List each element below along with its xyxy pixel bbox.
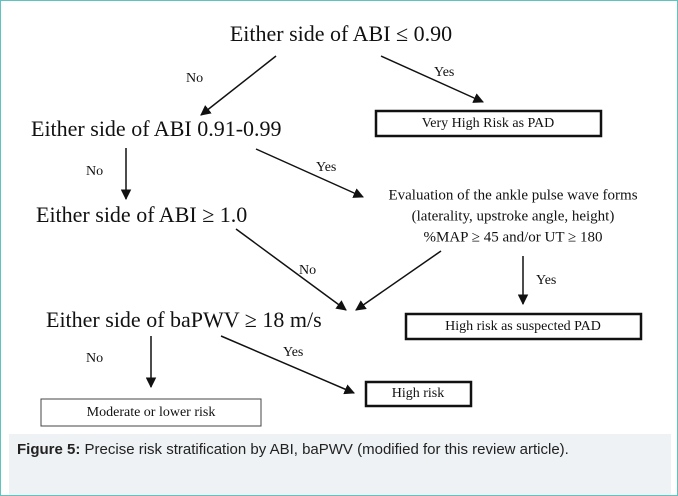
arrow (355, 250, 442, 311)
caption-label: Figure 5: (17, 441, 81, 458)
edge-label: No (86, 351, 103, 366)
node-label: %MAP ≥ 45 and/or UT ≥ 180 (424, 229, 603, 245)
box (364, 380, 473, 408)
caption-text: Precise risk stratification by ABI, baPW… (84, 441, 569, 458)
edge-label: Yes (434, 65, 454, 80)
arrow (255, 148, 364, 198)
arrow (200, 55, 277, 116)
caption: Figure 5: Precise risk stratification by… (9, 434, 671, 495)
diagram: Either side of ABI ≤ 0.90 Very High Risk… (31, 21, 643, 427)
arrow (235, 228, 347, 311)
node-label: Either side of ABI ≥ 1.0 (36, 202, 247, 227)
edge-label: No (186, 71, 203, 86)
node-label: Either side of baPWV ≥ 18 m/s (46, 307, 322, 332)
edge-label: Yes (283, 345, 303, 360)
edge-label: Yes (536, 273, 556, 288)
edge-label: Yes (316, 160, 336, 175)
edge-label: No (86, 164, 103, 179)
node-label: Either side of ABI ≤ 0.90 (230, 21, 452, 46)
node-label: Either side of ABI 0.91-0.99 (31, 116, 282, 141)
arrow (220, 335, 355, 395)
arrow (380, 55, 484, 103)
box (404, 312, 643, 341)
node-label: High risk (392, 386, 445, 401)
edge-label: No (299, 263, 316, 278)
node-label: Moderate or lower risk (87, 405, 216, 420)
node-label: Evaluation of the ankle pulse wave forms (388, 187, 637, 203)
node-label: Very High Risk as PAD (422, 116, 555, 131)
node-label: High risk as suspected PAD (445, 319, 601, 334)
box (374, 109, 603, 138)
box (40, 398, 262, 427)
node-label: (laterality, upstroke angle, height) (412, 208, 615, 224)
